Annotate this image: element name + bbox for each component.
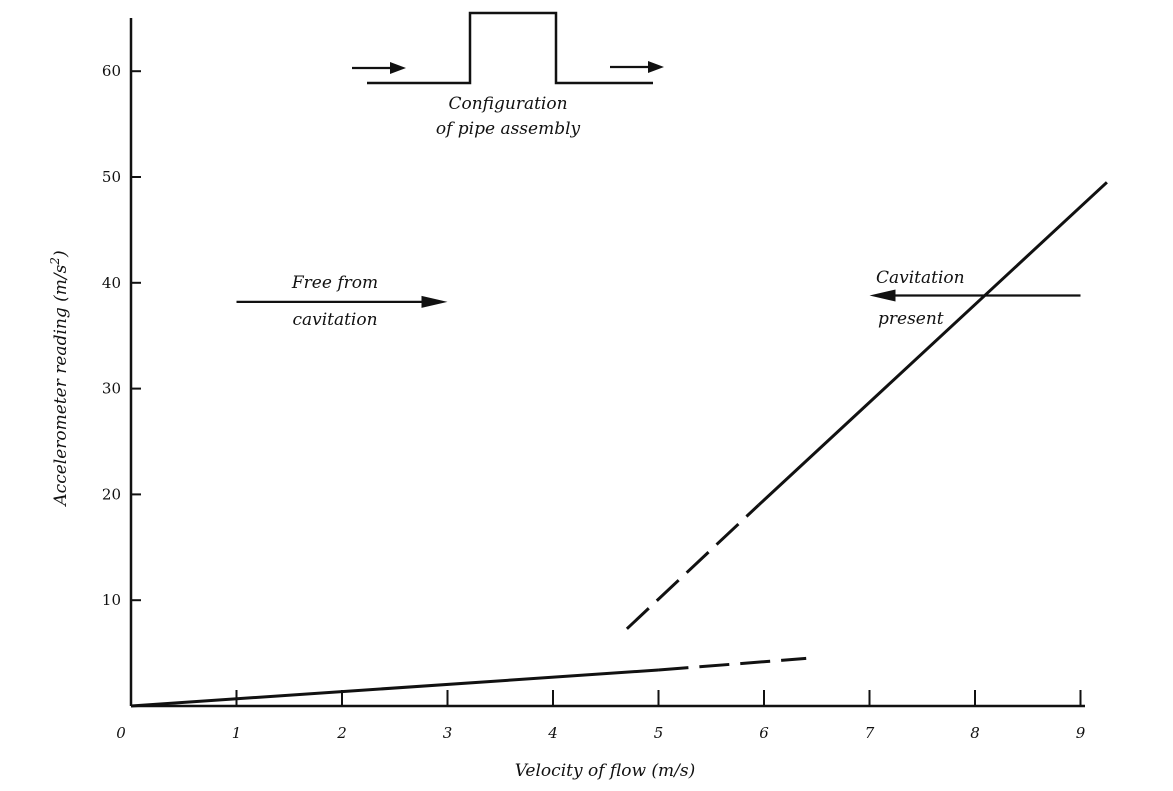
x-tick-label-5: 5 bbox=[654, 724, 664, 742]
flow-arrow-out bbox=[610, 61, 664, 73]
series-line-2-dashed bbox=[658, 656, 807, 672]
pipe-assembly-inset: Configuration of pipe assembly bbox=[352, 11, 664, 139]
y-tick-label-10: 10 bbox=[102, 591, 121, 609]
x-tick-label-1: 1 bbox=[232, 724, 242, 742]
y-ticks: 10 20 30 40 50 60 bbox=[102, 62, 141, 609]
arrow-free-right bbox=[236, 295, 448, 308]
arrow-free-head bbox=[421, 295, 448, 308]
series-line-1-solid bbox=[130, 668, 659, 708]
x-tick-label-3: 3 bbox=[443, 724, 453, 742]
y-axis-title-main: Accelerometer reading (m/s bbox=[51, 264, 71, 507]
y-tick-label-40: 40 bbox=[102, 274, 121, 292]
x-tick-label-9: 9 bbox=[1076, 724, 1086, 742]
x-tick-label-0: 0 bbox=[116, 724, 126, 742]
x-ticks: 0 1 2 3 4 5 6 7 8 9 bbox=[116, 690, 1086, 742]
x-tick-label-8: 8 bbox=[970, 724, 980, 742]
y-axis-title: Accelerometer reading (m/s2) bbox=[48, 250, 71, 507]
annotation-free-from-cavitation: Free from cavitation bbox=[236, 273, 448, 330]
arrow-present-head bbox=[869, 289, 896, 302]
series bbox=[130, 181, 1108, 708]
y-tick-label-30: 30 bbox=[102, 380, 121, 398]
series-line-4-solid bbox=[757, 181, 1108, 507]
annotation-present-line-2: present bbox=[878, 309, 944, 329]
inset-caption-line-2: of pipe assembly bbox=[436, 119, 581, 139]
annotation-present-line-1: Cavitation bbox=[876, 268, 965, 288]
y-tick-label-20: 20 bbox=[102, 485, 121, 503]
pipe-outline bbox=[367, 11, 653, 85]
y-axis-title-close: ) bbox=[51, 250, 71, 258]
series-line-3-dashed bbox=[625, 503, 760, 630]
x-tick-label-4: 4 bbox=[547, 724, 558, 742]
x-tick-label-6: 6 bbox=[759, 724, 769, 742]
annotation-cavitation-present: Cavitation present bbox=[869, 268, 1081, 329]
inset-caption-line-1: Configuration bbox=[448, 94, 567, 114]
annotation-free-line-1: Free from bbox=[291, 273, 378, 293]
arrow-present-left bbox=[869, 289, 1081, 302]
y-tick-label-60: 60 bbox=[102, 62, 121, 80]
y-axis-title-sup: 2 bbox=[48, 257, 62, 266]
y-tick-label-50: 50 bbox=[102, 168, 121, 186]
annotation-free-line-2: cavitation bbox=[292, 310, 377, 330]
axes bbox=[129, 18, 1085, 708]
x-tick-label-2: 2 bbox=[336, 724, 347, 742]
x-tick-label-7: 7 bbox=[865, 724, 875, 742]
x-axis-title: Velocity of flow (m/s) bbox=[515, 761, 696, 781]
flow-arrow-in bbox=[352, 62, 406, 74]
